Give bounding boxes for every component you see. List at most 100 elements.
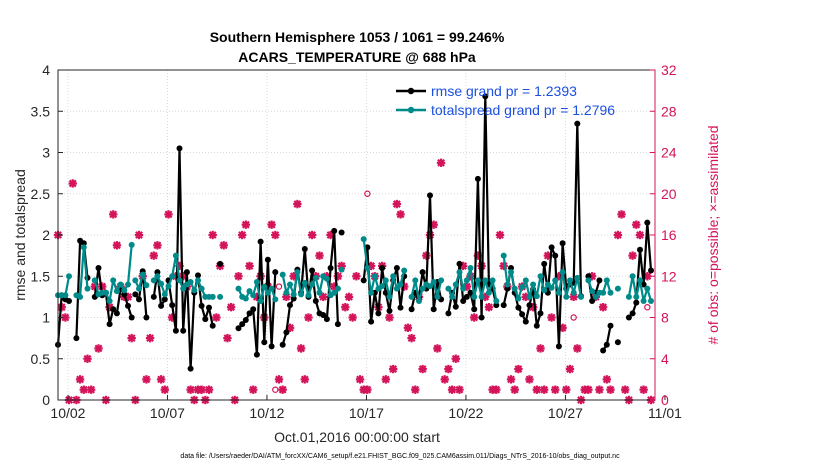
rmse-point	[309, 267, 316, 274]
rmse-point	[397, 304, 404, 311]
obs-assimilated-marker	[639, 385, 648, 394]
obs-assimilated-marker	[418, 364, 427, 374]
rmse-point	[467, 289, 474, 296]
totalspread-line	[134, 273, 148, 290]
rmse-point	[320, 312, 327, 318]
totalspread-point	[382, 277, 389, 284]
totalspread-point	[334, 285, 341, 292]
rmse-point	[106, 321, 113, 328]
x-tick-label: 10/07	[150, 405, 185, 421]
totalspread-point	[552, 277, 559, 284]
obs-assimilated-marker	[392, 199, 402, 209]
obs-assimilated-marker	[635, 230, 645, 240]
totalspread-point	[614, 285, 621, 292]
totalspread-point	[165, 283, 172, 290]
obs-assimilated-marker	[451, 354, 460, 363]
obs-assimilated-marker	[492, 385, 501, 394]
obs-assimilated-marker	[267, 220, 276, 229]
rmse-point	[559, 240, 566, 247]
obs-assimilated-marker	[223, 333, 232, 343]
totalspread-point	[460, 285, 467, 292]
obs-assimilated-marker	[83, 354, 92, 363]
obs-assimilated-marker	[532, 385, 542, 394]
totalspread-point	[77, 293, 84, 300]
totalspread-point	[132, 277, 139, 284]
totalspread-point	[368, 289, 375, 296]
y-right-tick-label: 32	[661, 62, 677, 78]
obs-assimilated-marker	[411, 385, 420, 394]
rmse-point	[603, 341, 610, 348]
rmse-point	[264, 256, 271, 263]
y-tick-label: 2	[42, 227, 50, 243]
y-right-tick-label: 16	[661, 227, 677, 243]
legend-spread-marker	[407, 106, 415, 114]
rmse-point	[640, 281, 647, 288]
totalspread-point	[637, 277, 643, 284]
obs-possible-marker	[272, 386, 279, 393]
obs-assimilated-marker	[510, 385, 519, 394]
totalspread-point	[331, 289, 338, 296]
totalspread-point	[519, 284, 526, 290]
totalspread-point	[589, 288, 596, 295]
obs-assimilated-marker	[241, 220, 251, 229]
obs-assimilated-marker	[142, 375, 151, 384]
rmse-point	[66, 298, 72, 304]
totalspread-point	[393, 285, 400, 292]
legend-spread-label: totalspread grand pr = 1.2796	[431, 102, 615, 118]
obs-assimilated-marker	[186, 385, 195, 394]
rmse-point	[474, 175, 481, 182]
y-right-tick-label: 20	[661, 186, 677, 202]
obs-assimilated-marker	[628, 251, 637, 260]
rmse-point	[526, 302, 533, 309]
rmse-point	[235, 325, 242, 332]
obs-assimilated-marker	[551, 385, 560, 394]
totalspread-point	[408, 293, 415, 300]
rmse-point	[504, 285, 511, 292]
totalspread-point	[136, 285, 142, 292]
y-axis-right: 0 4 8 12 16 20 24 28 32	[650, 62, 677, 408]
totalspread-point	[648, 298, 654, 304]
totalspread-point	[338, 266, 345, 273]
rmse-point	[73, 335, 80, 342]
rmse-point	[150, 293, 157, 300]
obs-assimilated-marker	[352, 272, 361, 281]
totalspread-point	[102, 289, 109, 296]
rmse-point	[261, 339, 268, 346]
totalspread-point	[633, 293, 640, 300]
rmse-point	[198, 302, 205, 309]
totalspread-point	[261, 284, 268, 290]
rmse-line	[447, 95, 498, 319]
obs-assimilated-marker	[149, 251, 158, 260]
totalspread-point	[474, 277, 481, 284]
totalspread-point	[298, 291, 305, 298]
legend: rmse grand pr = 1.2393 totalspread grand…	[396, 83, 615, 118]
totalspread-point	[364, 265, 371, 271]
obs-assimilated-marker	[208, 230, 217, 240]
y-right-tick-label: 4	[661, 351, 669, 367]
rmse-point	[290, 295, 297, 302]
totalspread-point	[125, 281, 131, 288]
rmse-point	[596, 277, 603, 284]
totalspread-point	[412, 277, 419, 284]
obs-assimilated-marker	[112, 241, 122, 250]
x-tick-label: 10/27	[548, 405, 583, 421]
totalspread-point	[268, 285, 275, 292]
totalspread-point	[386, 293, 393, 300]
rmse-point	[552, 252, 559, 259]
totalspread-point	[485, 289, 492, 296]
totalspread-point	[548, 284, 555, 291]
totalspread-point	[154, 273, 161, 280]
rmse-point	[301, 246, 308, 252]
totalspread-point	[301, 279, 308, 286]
totalspread-point	[66, 273, 72, 280]
totalspread-point	[360, 236, 367, 243]
totalspread-point	[445, 285, 452, 292]
obs-assimilated-marker	[403, 323, 413, 333]
y-right-tick-label: 12	[661, 268, 677, 284]
totalspread-point	[559, 269, 566, 276]
obs-assimilated-marker	[617, 210, 626, 219]
rmse-point	[239, 321, 246, 328]
totalspread-point	[62, 292, 69, 299]
totalspread-point	[397, 281, 404, 288]
totalspread-point	[143, 282, 150, 289]
